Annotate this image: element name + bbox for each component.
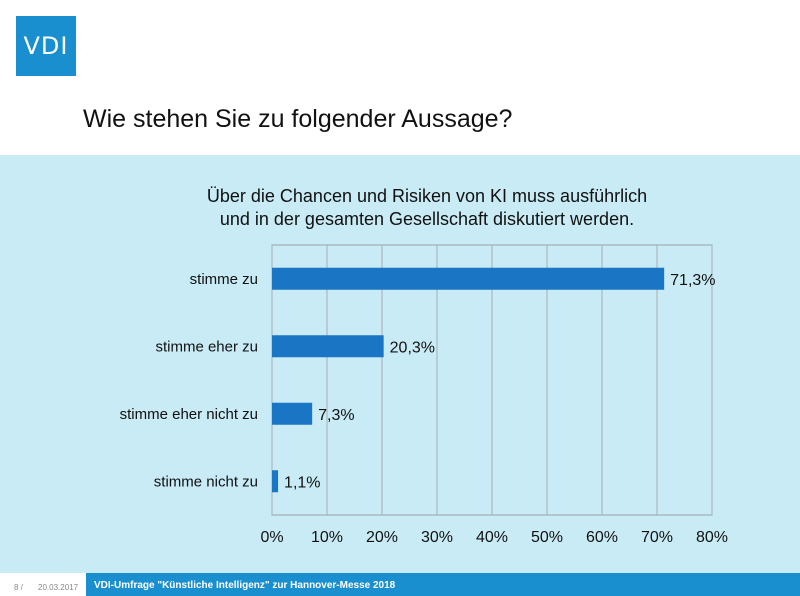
chart-title-line-2: und in der gesamten Gesellschaft diskuti… — [219, 209, 635, 229]
x-tick-label: 20% — [366, 529, 398, 546]
footer-caption: VDI-Umfrage "Künstliche Intelligenz" zur… — [94, 580, 396, 591]
value-label: 71,3% — [670, 272, 715, 289]
value-label: 1,1% — [284, 474, 320, 491]
x-tick-label: 10% — [311, 529, 343, 546]
x-tick-label: 40% — [476, 529, 508, 546]
x-tick-label: 0% — [260, 529, 283, 546]
slide-title: Wie stehen Sie zu folgender Aussage? — [83, 105, 513, 133]
value-label: 20,3% — [390, 339, 435, 356]
category-label: stimme nicht zu — [154, 473, 258, 490]
footer-date: 20.03.2017 — [38, 583, 79, 592]
footer-meta: 8 / 20.03.2017 — [0, 573, 86, 596]
category-label: stimme eher zu — [155, 338, 258, 355]
category-label: stimme zu — [190, 271, 258, 288]
x-tick-label: 50% — [531, 529, 563, 546]
value-label: 7,3% — [318, 407, 354, 424]
footer-page-number: 8 / — [14, 583, 23, 592]
category-label: stimme eher nicht zu — [120, 406, 258, 423]
x-tick-label: 30% — [421, 529, 453, 546]
bar — [272, 402, 313, 425]
bar — [272, 470, 279, 493]
chart-title-line-1: Über die Chancen und Risiken von KI muss… — [206, 186, 648, 206]
bar — [272, 335, 384, 358]
bar — [272, 267, 665, 290]
vdi-logo: VDI — [16, 16, 76, 76]
chart-title: Über die Chancen und Risiken von KI muss… — [0, 185, 800, 231]
x-tick-label: 80% — [696, 529, 728, 546]
x-tick-label: 70% — [641, 529, 673, 546]
footer-bar: VDI-Umfrage "Künstliche Intelligenz" zur… — [86, 573, 800, 596]
x-tick-label: 60% — [586, 529, 618, 546]
